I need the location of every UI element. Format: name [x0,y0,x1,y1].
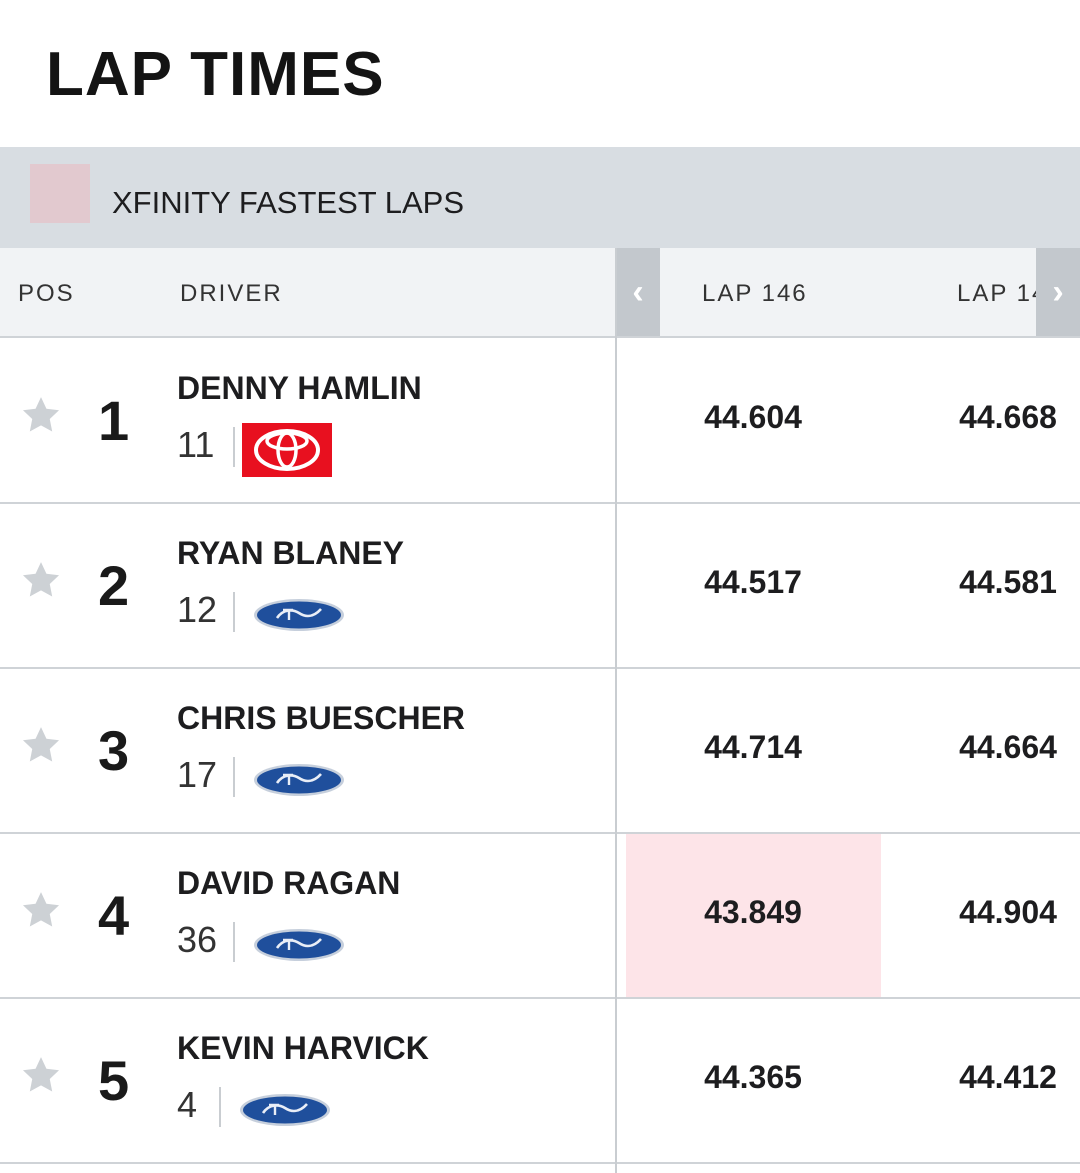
chevron-left-icon: ‹ [632,272,644,311]
car-separator [233,427,235,467]
legend-swatch [30,164,90,223]
position-number: 2 [98,554,130,617]
table-header: POS DRIVER LAP 146 LAP 147 ‹ › [0,248,1080,338]
car-number: 12 [177,589,218,630]
table-row[interactable]: 3 CHRIS BUESCHER 17 44.714 44.664 [0,669,1080,834]
column-divider [615,248,617,1173]
lap-header-scroll-area: LAP 146 LAP 147 [660,248,1080,336]
star-icon[interactable] [20,1054,62,1096]
page-title: LAP TIMES [46,40,385,109]
driver-name[interactable]: KEVIN HARVICK [177,1030,429,1066]
scroll-left-button[interactable]: ‹ [616,248,660,336]
star-icon[interactable] [20,724,62,766]
lap-time-cell: 44.604 [704,399,802,435]
table-row[interactable]: 4 DAVID RAGAN 36 43.849 44.904 [0,834,1080,999]
car-separator [233,592,235,632]
car-number: 11 [177,424,215,465]
lap-time-cell: 44.581 [959,564,1057,600]
car-separator [233,922,235,962]
lap-time-cell: 44.365 [704,1059,802,1095]
legend-bar: XFINITY FASTEST LAPS [0,147,1080,248]
driver-name[interactable]: DENNY HAMLIN [177,370,422,406]
lap-time-cell: 44.664 [959,729,1057,765]
ford-logo-icon [239,1093,331,1132]
ford-logo-icon [253,598,345,637]
car-number: 4 [177,1084,198,1125]
legend-label: XFINITY FASTEST LAPS [112,185,465,220]
header-driver: DRIVER [180,280,283,307]
driver-name[interactable]: RYAN BLANEY [177,535,404,571]
header-lap-1[interactable]: LAP 146 [702,280,808,307]
lap-time-cell: 44.904 [959,894,1057,930]
table-row[interactable]: 1 DENNY HAMLIN 11 44.604 44.668 [0,339,1080,504]
chevron-right-icon: › [1052,272,1064,311]
position-number: 1 [98,389,130,452]
ford-logo-icon [253,763,345,802]
position-number: 5 [98,1049,130,1112]
table-row[interactable]: 2 RYAN BLANEY 12 44.517 44.581 [0,504,1080,669]
position-number: 4 [98,884,130,947]
lap-time-cell: 43.849 [704,894,802,930]
lap-time-cell: 44.517 [704,564,802,600]
lap-time-cell: 44.714 [704,729,802,765]
driver-name[interactable]: CHRIS BUESCHER [177,700,466,736]
star-icon[interactable] [20,889,62,931]
header-pos: POS [18,280,75,307]
car-separator [233,757,235,797]
lap-time-cell: 44.412 [959,1059,1057,1095]
scroll-right-button[interactable]: › [1036,248,1080,336]
car-number: 17 [177,754,218,795]
lap-time-cell: 44.668 [959,399,1057,435]
car-separator [219,1087,221,1127]
ford-logo-icon [253,928,345,967]
toyota-logo-icon [242,423,332,482]
star-icon[interactable] [20,559,62,601]
fastest-lap-highlight [626,834,881,997]
table-row[interactable]: 5 KEVIN HARVICK 4 44.365 44.412 [0,999,1080,1164]
star-icon[interactable] [20,394,62,436]
driver-name[interactable]: DAVID RAGAN [177,865,401,901]
car-number: 36 [177,919,218,960]
position-number: 3 [98,719,130,782]
